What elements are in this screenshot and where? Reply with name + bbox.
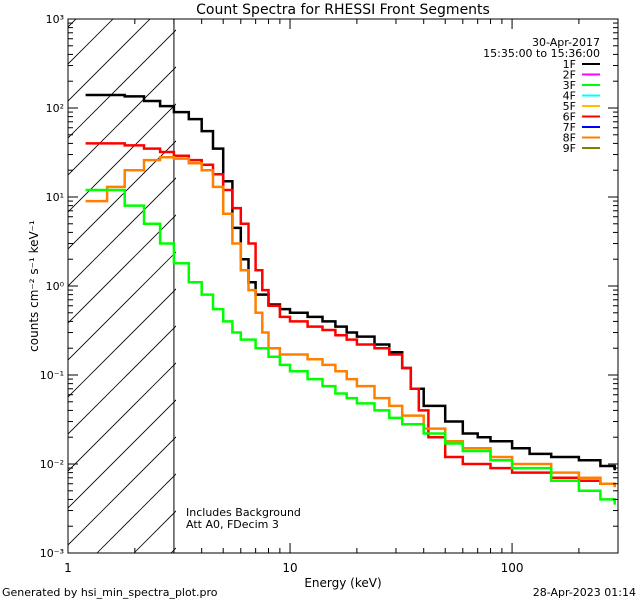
date-label: 30-Apr-2017	[532, 36, 600, 49]
hatch-line	[68, 29, 176, 139]
legend-label-7F: 7F	[563, 121, 576, 134]
x-tick-label: 100	[501, 561, 524, 575]
series-group	[85, 93, 616, 505]
hatch-line	[68, 436, 176, 546]
series-line-8F	[85, 155, 616, 488]
excluded-energy-hatch	[68, 0, 640, 553]
annotation-attenuator: Att A0, FDecim 3	[186, 518, 279, 531]
hatch-line	[578, 0, 640, 553]
hatch-line	[430, 0, 640, 553]
legend-label-2F: 2F	[563, 69, 576, 82]
legend-label-8F: 8F	[563, 132, 576, 145]
x-axis-ticks	[67, 19, 619, 553]
y-tick-label: 10²	[46, 102, 64, 115]
hatch-line	[68, 362, 176, 472]
y-tick-label: 10⁻³	[40, 547, 64, 560]
y-tick-label: 10³	[46, 13, 64, 26]
legend-label-3F: 3F	[563, 79, 576, 92]
x-axis-label: Energy (keV)	[304, 576, 381, 590]
hatch-line	[356, 0, 640, 553]
series-line-1F	[85, 93, 616, 471]
y-axis-label: counts cm⁻² s⁻¹ keV⁻¹	[27, 220, 41, 352]
annotation-background: Includes Background	[186, 506, 301, 519]
hatch-line	[319, 0, 640, 553]
legend-label-9F: 9F	[563, 142, 576, 155]
footer-timestamp: 28-Apr-2023 01:14	[533, 586, 636, 599]
hatch-line	[615, 0, 640, 553]
time-range-label: 15:35:00 to 15:36:00	[483, 47, 600, 60]
hatch-line	[245, 0, 640, 553]
hatch-line	[68, 399, 176, 509]
hatch-line	[68, 325, 176, 435]
legend-label-6F: 6F	[563, 111, 576, 124]
hatch-line	[68, 19, 114, 65]
hatch-line	[68, 19, 77, 28]
hatch-line	[68, 288, 176, 398]
footer-generated-by: Generated by hsi_min_spectra_plot.pro	[2, 586, 218, 599]
chart-title: Count Spectra for RHESSI Front Segments	[196, 2, 490, 18]
hatch-line	[393, 0, 640, 553]
x-axis-tick-labels: 1 10 100	[64, 561, 523, 575]
hatch-line	[68, 19, 151, 102]
y-axis-ticks	[68, 18, 618, 554]
y-axis-tick-labels: 10⁻³ 10⁻² 10⁻¹ 10⁰ 10¹ 10² 10³	[40, 13, 65, 560]
y-tick-label: 10⁻²	[40, 458, 64, 471]
legend-label-4F: 4F	[563, 90, 576, 103]
legend-label-5F: 5F	[563, 100, 576, 113]
legend-label-1F: 1F	[563, 58, 576, 71]
series-line-3F	[85, 188, 616, 505]
hatch-line	[282, 0, 640, 553]
y-tick-label: 10⁰	[46, 280, 65, 293]
hatch-line	[96, 473, 176, 553]
hatch-line	[68, 214, 176, 324]
series-line-6F	[85, 142, 616, 488]
x-tick-label: 10	[282, 561, 297, 575]
hatch-line	[68, 251, 176, 361]
y-tick-label: 10⁻¹	[40, 369, 64, 382]
x-tick-label: 1	[64, 561, 72, 575]
y-tick-label: 10¹	[46, 191, 64, 204]
hatch-line	[68, 177, 176, 287]
hatch-line	[541, 0, 640, 553]
